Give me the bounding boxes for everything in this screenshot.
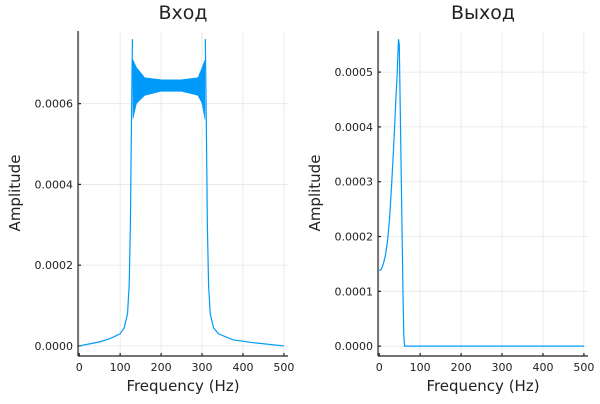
y-tick-label: 0.0002 xyxy=(335,231,374,244)
x-tick-label: 0 xyxy=(76,361,83,374)
subplot-2: 0 100 200 300 400 500 0.0000 0.0001 0.0002 0.0003… xyxy=(306,2,594,395)
y-tick-label: 0.0001 xyxy=(335,285,374,298)
y-axis-label: Amplitude xyxy=(6,155,24,232)
x-tick-label: 200 xyxy=(451,361,472,374)
y-tick-label: 0.0002 xyxy=(35,259,74,272)
oscillation-band xyxy=(132,59,206,120)
x-axis-label: Frequency (Hz) xyxy=(426,377,539,395)
chart-title: Выход xyxy=(451,2,515,24)
y-axis-label: Amplitude xyxy=(306,155,324,232)
series-line-right xyxy=(204,39,284,347)
series-line xyxy=(378,39,584,347)
y-tick-label: 0.0000 xyxy=(335,340,374,353)
y-tick-label: 0.0004 xyxy=(35,178,74,191)
x-tick-label: 300 xyxy=(192,361,213,374)
subplot-1: 0 100 200 300 400 500 0.0000 0.0002 0.0004 0.0006… xyxy=(6,2,294,395)
x-tick-label: 100 xyxy=(410,361,431,374)
y-tick-label: 0.0000 xyxy=(35,340,74,353)
series-line-left xyxy=(79,39,134,347)
y-tick-label: 0.0005 xyxy=(335,66,374,79)
x-tick-label: 300 xyxy=(492,361,513,374)
x-tick-label: 500 xyxy=(273,361,294,374)
y-tick-label: 0.0003 xyxy=(335,176,374,189)
x-tick-label: 500 xyxy=(573,361,594,374)
x-tick-label: 400 xyxy=(232,361,253,374)
y-tick-label: 0.0006 xyxy=(35,98,74,111)
x-tick-label: 0 xyxy=(376,361,383,374)
x-tick-label: 400 xyxy=(532,361,553,374)
chart-title: Вход xyxy=(158,2,207,24)
x-tick-label: 100 xyxy=(110,361,131,374)
x-tick-label: 200 xyxy=(151,361,172,374)
y-tick-label: 0.0004 xyxy=(335,121,374,134)
x-axis-label: Frequency (Hz) xyxy=(126,377,239,395)
